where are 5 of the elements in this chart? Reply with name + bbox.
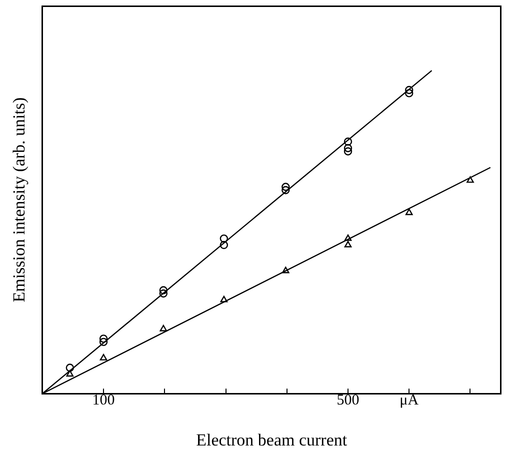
x-axis-title: Electron beam current — [196, 430, 348, 450]
x-tick-label: 500 — [336, 392, 360, 409]
x-tick-label: 100 — [92, 392, 115, 409]
y-axis-title: Emission intensity (arb. units) — [10, 97, 29, 302]
x-tick-label: μA — [400, 392, 419, 409]
